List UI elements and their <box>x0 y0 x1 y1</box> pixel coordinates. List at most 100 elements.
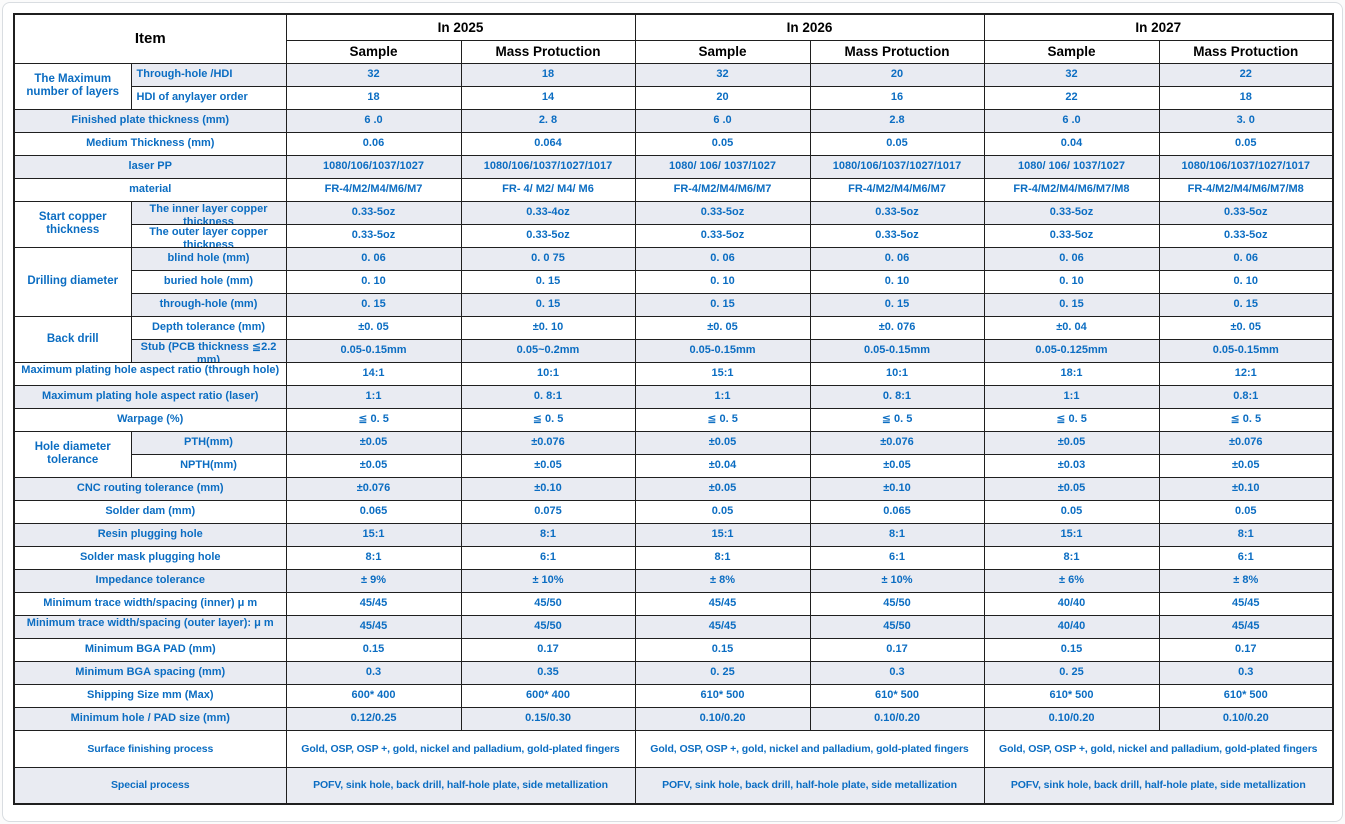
cell-value: 0.17 <box>809 637 985 662</box>
cell-value: 6 .0 <box>983 108 1160 133</box>
mass-production-column-header-2: Mass Protuction <box>809 39 985 64</box>
cell-value: 0. 15 <box>809 292 985 317</box>
cell-value: ±0.05 <box>809 453 985 478</box>
cell-value: 0.05 <box>809 131 985 156</box>
cell-value: ± 8% <box>634 568 811 593</box>
cell-value: 45/45 <box>285 614 462 639</box>
row-label: Impedance tolerance <box>13 568 287 593</box>
cell-value: 610* 500 <box>1158 683 1334 708</box>
cell-value: 0.065 <box>809 499 985 524</box>
cell-value: 32 <box>285 62 462 87</box>
cell-value: FR-4/M2/M4/M6/M7 <box>809 177 985 202</box>
sample-column-header-2: Sample <box>634 39 811 64</box>
row-label-text: Maximum plating hole aspect ratio (throu… <box>21 363 280 376</box>
cell-value: 0.33-5oz <box>460 223 636 248</box>
row-label: material <box>13 177 287 202</box>
cell-value: 14:1 <box>285 361 462 386</box>
cell-value: 0.05-0.15mm <box>285 338 462 363</box>
cell-value: ±0.05 <box>983 476 1160 501</box>
cell-value: ± 10% <box>460 568 636 593</box>
cell-value: 45/45 <box>1158 591 1334 616</box>
cell-value: 1:1 <box>634 384 811 409</box>
cell-value: 610* 500 <box>809 683 985 708</box>
cell-value: 0.3 <box>1158 660 1334 685</box>
cell-value: 0. 10 <box>1158 269 1334 294</box>
row-label: The inner layer copper thickness <box>130 200 287 225</box>
row-label: laser PP <box>13 154 287 179</box>
cell-value: ±0.05 <box>285 453 462 478</box>
cell-value: ± 9% <box>285 568 462 593</box>
row-label: Finished plate thickness (mm) <box>13 108 287 133</box>
row-label: The outer layer copper thickness <box>130 223 287 248</box>
cell-value: FR-4/M2/M4/M6/M7 <box>285 177 462 202</box>
row-label: Minimum trace width/spacing (inner) μ m <box>13 591 287 616</box>
cell-value: 0. 06 <box>285 246 462 271</box>
cell-value: 600* 400 <box>460 683 636 708</box>
year-header-2: In 2026 <box>634 13 985 41</box>
cell-value: 0.15/0.30 <box>460 706 636 731</box>
cell-value: ±0.10 <box>809 476 985 501</box>
mass-production-column-header-1: Mass Protuction <box>460 39 636 64</box>
cell-value: 0.10/0.20 <box>809 706 985 731</box>
cell-value: POFV, sink hole, back drill, half-hole p… <box>634 766 985 805</box>
cell-value: 0.10/0.20 <box>634 706 811 731</box>
cell-value: 8:1 <box>809 522 985 547</box>
row-label-text: Stub (PCB thickness ≦2.2 mm) <box>140 340 277 362</box>
cell-value: 0. 15 <box>285 292 462 317</box>
cell-value: 0.33-5oz <box>809 223 985 248</box>
cell-value: 40/40 <box>983 591 1160 616</box>
cell-value: ±0.05 <box>983 430 1160 455</box>
row-label: NPTH(mm) <box>130 453 287 478</box>
cell-value: 0.05-0.15mm <box>634 338 811 363</box>
cell-value: 10:1 <box>809 361 985 386</box>
row-label: Minimum BGA PAD (mm) <box>13 637 287 662</box>
cell-value: 0. 10 <box>634 269 811 294</box>
cell-value: FR-4/M2/M4/M6/M7 <box>634 177 811 202</box>
cell-value: 0. 15 <box>460 269 636 294</box>
cell-value: 0. 15 <box>634 292 811 317</box>
cell-value: 0. 8:1 <box>460 384 636 409</box>
cell-value: 610* 500 <box>983 683 1160 708</box>
cell-value: ± 10% <box>809 568 985 593</box>
cell-value: 0. 8:1 <box>809 384 985 409</box>
row-group-label: Hole diameter tolerance <box>13 430 132 478</box>
row-label: Maximum plating hole aspect ratio (throu… <box>13 361 287 386</box>
row-label: Minimum hole / PAD size (mm) <box>13 706 287 731</box>
cell-value: ±0. 076 <box>809 315 985 340</box>
cell-value: 15:1 <box>634 361 811 386</box>
cell-value: 0. 0 75 <box>460 246 636 271</box>
row-label: CNC routing tolerance (mm) <box>13 476 287 501</box>
cell-value: ±0.076 <box>285 476 462 501</box>
sample-column-header-3: Sample <box>983 39 1160 64</box>
cell-value: 0.05 <box>634 131 811 156</box>
cell-value: 0.15 <box>983 637 1160 662</box>
cell-value: 0. 15 <box>460 292 636 317</box>
cell-value: 0.12/0.25 <box>285 706 462 731</box>
cell-value: 0.33-5oz <box>285 200 462 225</box>
cell-value: 0.33-5oz <box>634 223 811 248</box>
cell-value: 0.05 <box>983 499 1160 524</box>
cell-value: 8:1 <box>983 545 1160 570</box>
cell-value: 18:1 <box>983 361 1160 386</box>
cell-value: 0. 06 <box>634 246 811 271</box>
row-label: Surface finishing process <box>13 729 287 768</box>
cell-value: 1080/ 106/ 1037/1027 <box>634 154 811 179</box>
cell-value: 0.10/0.20 <box>983 706 1160 731</box>
cell-value: 18 <box>285 85 462 110</box>
cell-value: 0.3 <box>809 660 985 685</box>
cell-value: 8:1 <box>634 545 811 570</box>
cell-value: 15:1 <box>285 522 462 547</box>
cell-value: Gold, OSP, OSP +, gold, nickel and palla… <box>634 729 985 768</box>
cell-value: 0. 25 <box>634 660 811 685</box>
cell-value: 0. 10 <box>809 269 985 294</box>
cell-value: ±0.05 <box>1158 453 1334 478</box>
cell-value: 22 <box>1158 62 1334 87</box>
cell-value: 0.17 <box>1158 637 1334 662</box>
cell-value: 0.33-5oz <box>1158 223 1334 248</box>
row-label: HDI of anylayer order <box>130 85 287 110</box>
cell-value: 18 <box>1158 85 1334 110</box>
cell-value: 40/40 <box>983 614 1160 639</box>
cell-value: 6 .0 <box>285 108 462 133</box>
cell-value: 1080/106/1037/1027/1017 <box>1158 154 1334 179</box>
row-label: Shipping Size mm (Max) <box>13 683 287 708</box>
